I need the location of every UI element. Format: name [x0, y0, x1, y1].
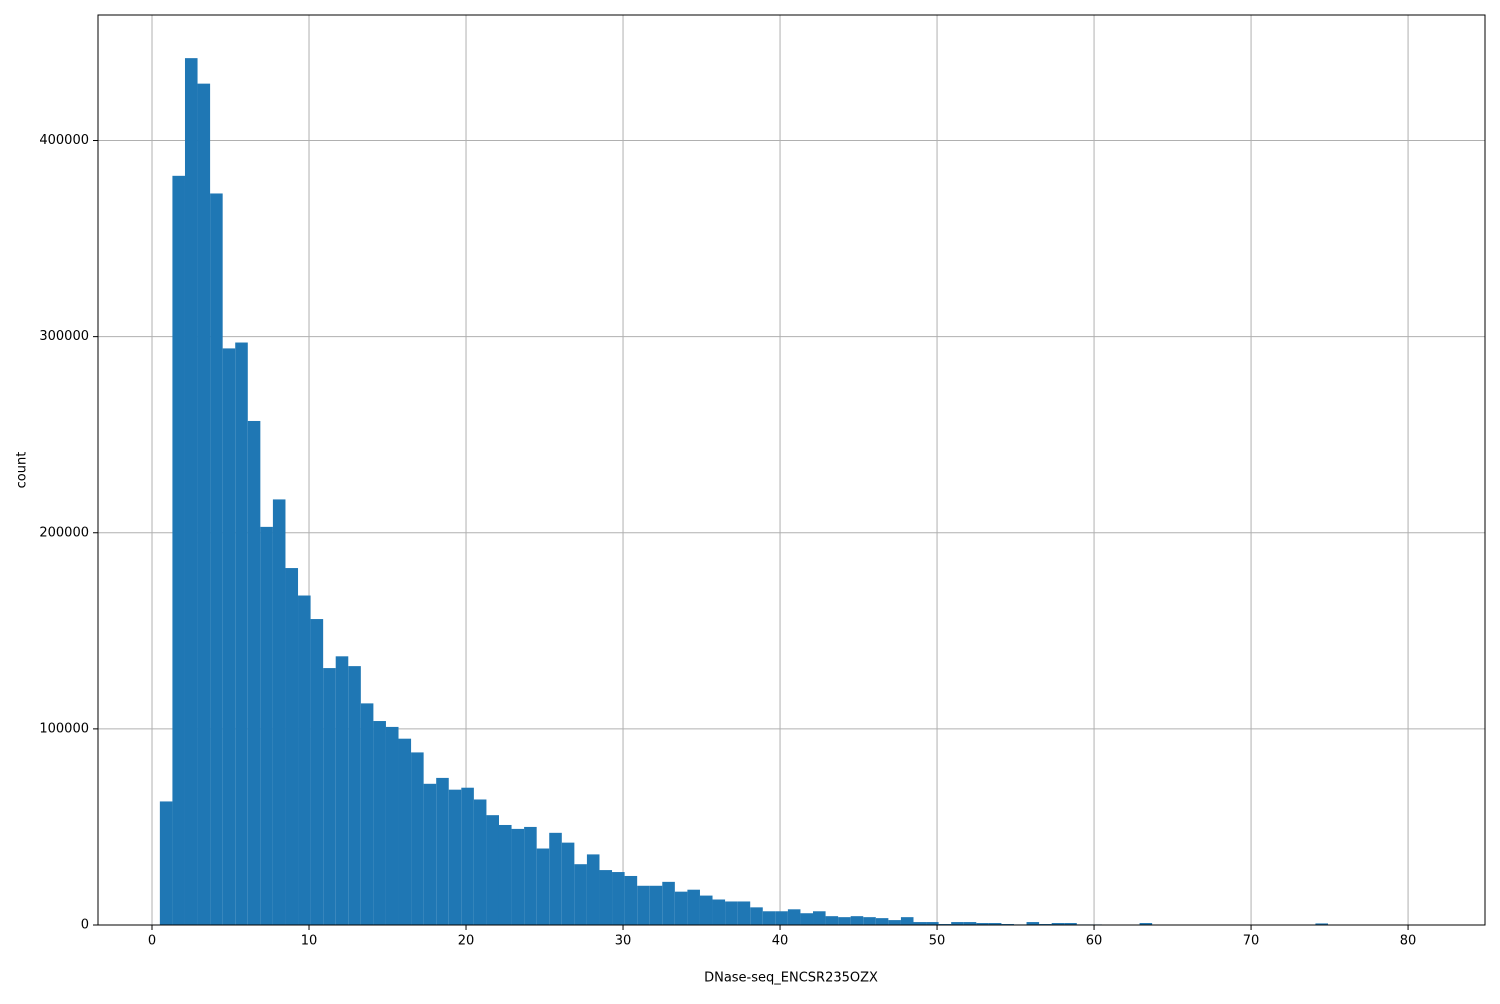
- bar: [361, 703, 374, 925]
- x-tick-label: 60: [1086, 934, 1103, 949]
- bar: [198, 84, 211, 925]
- x-tick-label: 30: [615, 934, 632, 949]
- bar: [549, 833, 562, 925]
- bar: [574, 864, 587, 925]
- y-axis-label: count: [15, 452, 30, 489]
- x-tick-label: 50: [929, 934, 946, 949]
- x-tick-label: 0: [148, 934, 156, 949]
- x-tick-label: 70: [1243, 934, 1260, 949]
- bar: [160, 801, 173, 925]
- y-tick-label: 300000: [39, 329, 89, 344]
- bar: [185, 58, 198, 925]
- bar: [662, 882, 675, 925]
- bar: [738, 901, 751, 925]
- bar: [248, 421, 261, 925]
- bar: [348, 666, 361, 925]
- bar: [461, 788, 474, 925]
- bar: [826, 916, 839, 925]
- bar: [625, 876, 638, 925]
- bar: [637, 886, 650, 925]
- bar: [562, 843, 575, 925]
- bar: [373, 721, 386, 925]
- bar: [210, 193, 223, 925]
- y-tick-label: 0: [81, 918, 89, 933]
- bar: [235, 343, 248, 925]
- x-axis-label: DNase-seq_ENCSR235OZX: [704, 971, 878, 986]
- bar: [436, 778, 449, 925]
- bar: [788, 909, 801, 925]
- x-tick-label: 40: [772, 934, 789, 949]
- x-tick-label: 10: [301, 934, 318, 949]
- bar: [687, 890, 700, 925]
- bar: [763, 911, 776, 925]
- bar: [537, 849, 550, 925]
- bar: [486, 815, 499, 925]
- bar: [424, 784, 437, 925]
- x-tick-label: 80: [1400, 934, 1417, 949]
- y-tick-label: 100000: [39, 721, 89, 736]
- bar: [650, 886, 663, 925]
- bar: [612, 872, 625, 925]
- bar: [599, 870, 612, 925]
- x-tick-label: 20: [458, 934, 475, 949]
- bar: [311, 619, 324, 925]
- bar: [499, 825, 512, 925]
- bar: [449, 790, 462, 925]
- bar: [851, 916, 864, 925]
- bar: [876, 918, 889, 925]
- y-tick-label: 200000: [39, 525, 89, 540]
- bar: [888, 920, 901, 925]
- bar: [512, 829, 525, 925]
- bar: [725, 901, 738, 925]
- bar: [901, 917, 914, 925]
- bar: [750, 907, 763, 925]
- bar: [323, 668, 336, 925]
- bar: [813, 911, 826, 925]
- bar: [863, 917, 876, 925]
- bar: [838, 917, 851, 925]
- bar: [285, 568, 298, 925]
- bar: [260, 527, 273, 925]
- bar: [386, 727, 399, 925]
- bar: [675, 892, 688, 925]
- bar: [336, 656, 349, 925]
- bar: [273, 499, 286, 925]
- y-tick-label: 400000: [39, 133, 89, 148]
- bar: [700, 896, 713, 925]
- bar: [524, 827, 537, 925]
- bar: [399, 739, 412, 925]
- bar: [474, 799, 487, 925]
- bar: [298, 596, 311, 925]
- bar: [223, 348, 236, 925]
- bar: [775, 911, 788, 925]
- bar: [411, 752, 424, 925]
- bar: [172, 176, 185, 925]
- bar: [800, 913, 813, 925]
- bar: [587, 854, 600, 925]
- bar: [713, 900, 726, 925]
